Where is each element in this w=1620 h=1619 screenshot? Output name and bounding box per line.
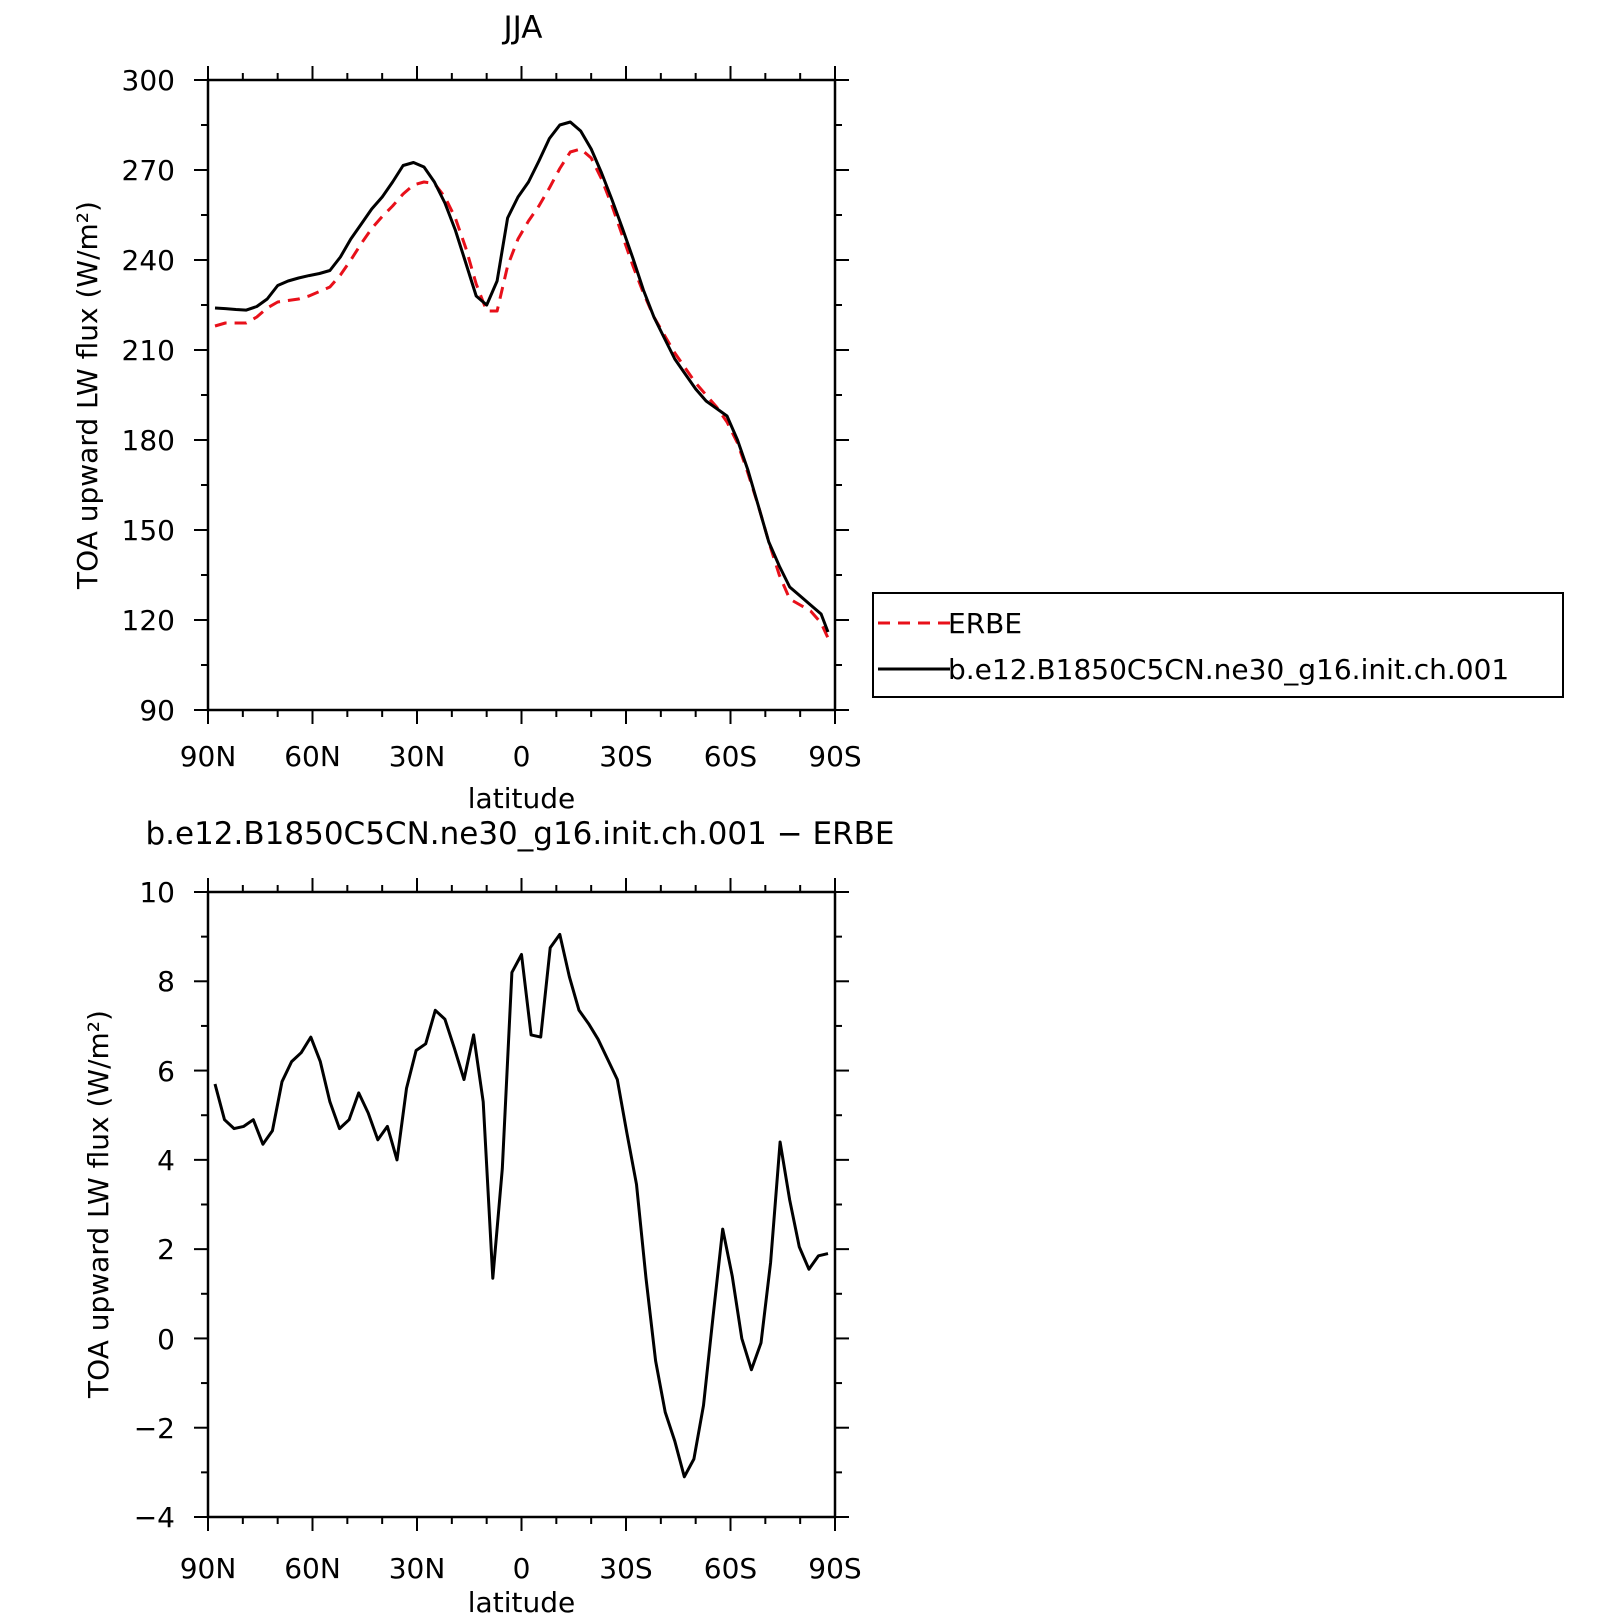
bottom-x-tick-label: 30N bbox=[389, 1552, 446, 1585]
top-x-tick-label: 30S bbox=[599, 740, 652, 773]
legend-box bbox=[872, 592, 1564, 698]
top-series-line-1 bbox=[214, 120, 830, 633]
bottom-y-tick-label: 0 bbox=[157, 1323, 175, 1356]
bottom-x-tick-label: 60S bbox=[704, 1552, 757, 1585]
bottom-x-tick-label: 90S bbox=[808, 1552, 861, 1585]
bottom-x-tick-label: 30S bbox=[599, 1552, 652, 1585]
bottom-y-tick-label: 4 bbox=[157, 1144, 175, 1177]
top-x-tick-labels: 90N 60N 30N 0 30S 60S 90S bbox=[180, 740, 862, 773]
bottom-series-line-0 bbox=[213, 932, 829, 1479]
bottom-y-tick-label: −2 bbox=[134, 1412, 175, 1445]
top-y-tick-label: 240 bbox=[122, 244, 175, 277]
bottom-y-tick-label: 10 bbox=[139, 876, 175, 909]
top-plot-frame bbox=[206, 78, 837, 712]
top-x-tick-label: 90S bbox=[808, 740, 861, 773]
top-series bbox=[214, 120, 830, 639]
top-x-tick-label: 90N bbox=[180, 740, 237, 773]
top-chart-title: JJA bbox=[502, 10, 543, 46]
top-y-axis-label: TOA upward LW flux (W/m²) bbox=[71, 201, 104, 590]
legend-label-model: b.e12.B1850C5CN.ne30_g16.init.ch.001 bbox=[948, 653, 1509, 686]
bottom-panel: b.e12.B1850C5CN.ne30_g16.init.ch.001 − E… bbox=[82, 816, 895, 1619]
bottom-x-tick-label: 0 bbox=[513, 1552, 531, 1585]
legend-label-erbe: ERBE bbox=[948, 607, 1022, 640]
top-x-axis-label: latitude bbox=[468, 782, 575, 815]
bottom-y-tick-labels: −4 −2 0 2 4 6 8 10 bbox=[134, 876, 175, 1534]
top-series-line-0 bbox=[214, 147, 830, 639]
top-ticks bbox=[194, 66, 849, 724]
bottom-y-tick-label: 8 bbox=[157, 965, 175, 998]
top-y-tick-label: 300 bbox=[122, 64, 175, 97]
top-y-tick-labels: 90 120 150 180 210 240 270 300 bbox=[122, 64, 175, 727]
top-x-tick-label: 60N bbox=[284, 740, 341, 773]
top-x-tick-label: 30N bbox=[389, 740, 446, 773]
bottom-x-axis-label: latitude bbox=[468, 1586, 575, 1619]
top-legend: ERBE b.e12.B1850C5CN.ne30_g16.init.ch.00… bbox=[872, 592, 1564, 698]
bottom-x-tick-label: 90N bbox=[180, 1552, 237, 1585]
top-y-tick-label: 180 bbox=[122, 424, 175, 457]
bottom-y-tick-label: 6 bbox=[157, 1055, 175, 1088]
bottom-x-tick-labels: 90N 60N 30N 0 30S 60S 90S bbox=[180, 1552, 862, 1585]
top-y-tick-label: 120 bbox=[122, 604, 175, 637]
bottom-y-tick-label: −4 bbox=[134, 1501, 175, 1534]
bottom-y-tick-label: 2 bbox=[157, 1233, 175, 1266]
top-y-tick-label: 210 bbox=[122, 334, 175, 367]
top-x-tick-label: 0 bbox=[513, 740, 531, 773]
bottom-x-tick-label: 60N bbox=[284, 1552, 341, 1585]
bottom-chart-title: b.e12.B1850C5CN.ne30_g16.init.ch.001 − E… bbox=[145, 816, 894, 852]
bottom-ticks bbox=[194, 878, 849, 1531]
top-y-tick-label: 150 bbox=[122, 514, 175, 547]
top-panel: JJA 90 120 150 180 210 240 270 300 90N 6… bbox=[71, 10, 1564, 815]
bottom-y-axis-label: TOA upward LW flux (W/m²) bbox=[82, 1010, 115, 1399]
top-x-tick-label: 60S bbox=[704, 740, 757, 773]
top-y-tick-label: 90 bbox=[139, 694, 175, 727]
top-y-tick-label: 270 bbox=[122, 154, 175, 187]
bottom-plot-frame bbox=[206, 890, 837, 1519]
bottom-series bbox=[213, 932, 829, 1479]
